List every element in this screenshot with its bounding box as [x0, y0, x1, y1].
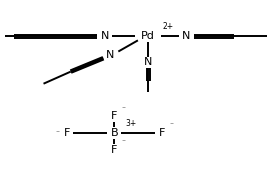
Text: F: F	[111, 111, 118, 121]
Text: F: F	[111, 145, 118, 155]
Text: 3+: 3+	[125, 119, 136, 128]
Text: Pd: Pd	[141, 31, 155, 41]
Text: N: N	[101, 31, 109, 41]
Text: N: N	[106, 50, 114, 60]
Text: 2+: 2+	[162, 22, 174, 31]
Text: N: N	[144, 57, 152, 67]
Text: ⁻: ⁻	[122, 104, 126, 113]
Text: ⁻: ⁻	[122, 137, 126, 146]
Text: ⁻: ⁻	[56, 129, 60, 137]
Text: B: B	[110, 128, 118, 138]
Text: ⁻: ⁻	[169, 121, 174, 130]
Text: F: F	[159, 128, 165, 138]
Text: N: N	[182, 31, 190, 41]
Text: F: F	[63, 128, 70, 138]
